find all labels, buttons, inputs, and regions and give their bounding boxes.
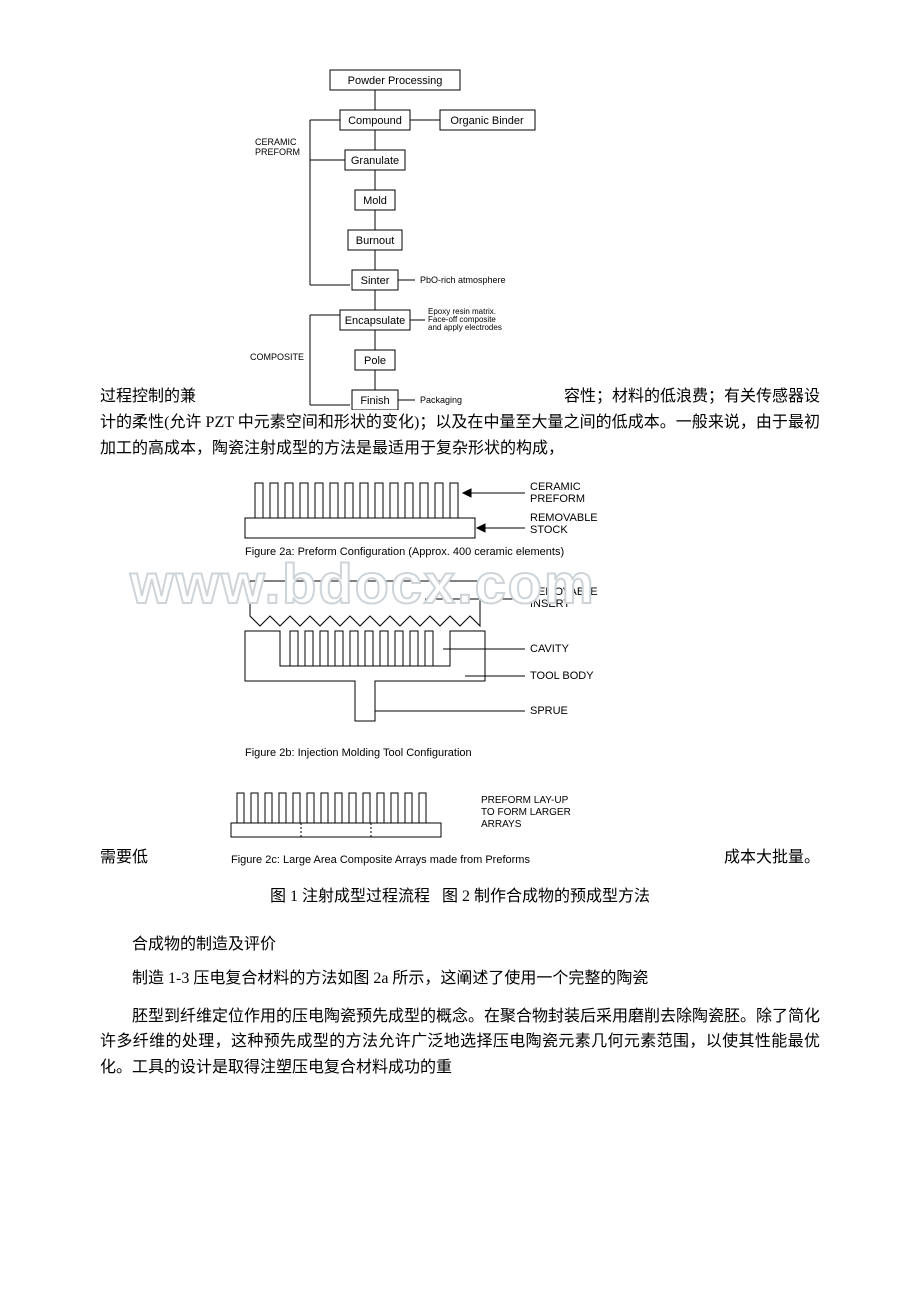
fig2c-label-1: PREFORM LAY-UP	[481, 795, 569, 806]
fig2c-label-3: ARRAYS	[481, 819, 522, 830]
paragraph-4: 制造 1-3 压电复合材料的方法如图 2a 所示，这阐述了使用一个完整的陶瓷	[100, 966, 820, 992]
p3-left: 需要低	[100, 845, 148, 871]
paragraph-1-wrap: 过程控制的兼 Powder Processing Compound Organi…	[100, 60, 820, 410]
figure-2a: CERAMIC PREFORM REMOVABLE STOCK Figure 2…	[225, 473, 695, 563]
fig2b-label-insert-2: INSERT	[530, 598, 570, 610]
fig2c-label-2: TO FORM LARGER	[481, 807, 571, 818]
box-binder: Organic Binder	[450, 115, 524, 127]
p1-left: 过程控制的兼	[100, 384, 196, 410]
paragraph-5: 胚型到纤维定位作用的压电陶瓷预先成型的概念。在聚合物封装后采用磨削去除陶瓷胚。除…	[100, 1004, 820, 1081]
box-powder: Powder Processing	[348, 75, 443, 87]
box-mold: Mold	[363, 195, 387, 207]
box-encapsulate: Encapsulate	[345, 315, 406, 327]
fig2c-caption: Figure 2c: Large Area Composite Arrays m…	[231, 854, 530, 866]
caption-fig2: 图 2 制作合成物的预成型方法	[442, 888, 650, 905]
caption-fig1: 图 1 注射成型过程流程	[270, 888, 430, 905]
figure-2-wrapper: CERAMIC PREFORM REMOVABLE STOCK Figure 2…	[100, 473, 820, 870]
fig2b-label-sprue: SPRUE	[530, 705, 568, 717]
p1-right: 容性；材料的低浪费；有关传感器设	[564, 384, 820, 410]
ann-finish: Packaging	[420, 395, 462, 405]
figure-2b: REMOVABLE INSERT CAVITY TOOL BODY SPRUE …	[225, 571, 695, 771]
fig2a-label-stock-2: STOCK	[530, 524, 568, 536]
ann-sinter: PbO-rich atmosphere	[420, 275, 506, 285]
box-burnout: Burnout	[356, 235, 395, 247]
box-granulate: Granulate	[351, 155, 399, 167]
fig2b-caption: Figure 2b: Injection Molding Tool Config…	[245, 747, 472, 759]
side-preform-2: PREFORM	[255, 147, 300, 157]
box-finish: Finish	[360, 395, 389, 407]
side-composite: COMPOSITE	[250, 352, 304, 362]
fig2b-label-cavity: CAVITY	[530, 643, 570, 655]
box-compound: Compound	[348, 115, 402, 127]
box-sinter: Sinter	[361, 275, 390, 287]
box-pole: Pole	[364, 355, 386, 367]
ann-enc-3: and apply electrodes	[428, 323, 502, 332]
p3-right: 成本大批量。	[724, 845, 820, 871]
section-heading: 合成物的制造及评价	[100, 930, 820, 954]
paragraph-3-wrap: 需要低	[100, 785, 820, 870]
combined-caption: 图 1 注射成型过程流程 图 2 制作合成物的预成型方法	[100, 882, 820, 906]
document-page: 过程控制的兼 Powder Processing Compound Organi…	[0, 0, 920, 1153]
fig2b-label-tool: TOOL BODY	[530, 670, 594, 682]
fig2b-label-insert-1: REMOVABLE	[530, 586, 598, 598]
fig2a-label-preform-2: PREFORM	[530, 493, 585, 505]
fig2a-caption: Figure 2a: Preform Configuration (Approx…	[245, 546, 564, 558]
side-preform-1: CERAMIC	[255, 137, 297, 147]
figure-2c: PREFORM LAY-UP TO FORM LARGER ARRAYS Fig…	[221, 785, 651, 870]
fig2a-label-stock-1: REMOVABLE	[530, 512, 598, 524]
figure-1-flowchart: Powder Processing Compound Organic Binde…	[200, 60, 560, 410]
paragraph-2: 计的柔性(允许 PZT 中元素空间和形状的变化)；以及在中量至大量之间的低成本。…	[100, 410, 820, 461]
fig2a-label-preform-1: CERAMIC	[530, 481, 581, 493]
